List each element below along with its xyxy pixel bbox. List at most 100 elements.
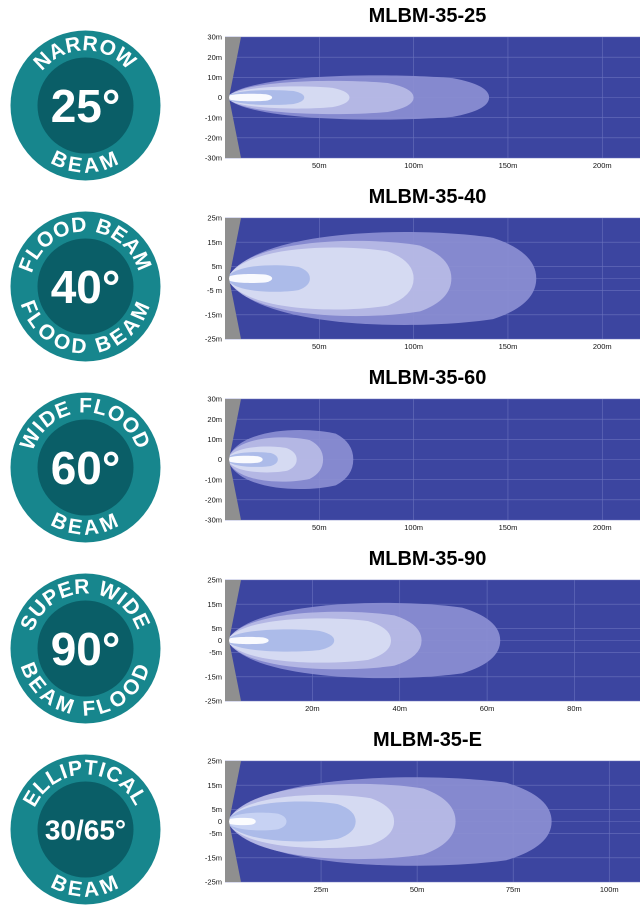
y-tick-label: 0 bbox=[218, 93, 222, 102]
beam-shape bbox=[228, 817, 256, 826]
badge-angle: 30/65° bbox=[45, 815, 126, 846]
x-tick-label: 80m bbox=[567, 704, 582, 713]
y-tick-label: 15m bbox=[207, 600, 222, 609]
lamp-wedge bbox=[225, 399, 241, 520]
chart-svg: 30m 20m 10m 0 -10m -20m -30m 50m 100m 150m 200m bbox=[205, 395, 640, 532]
y-tick-label: 5m bbox=[212, 805, 222, 814]
x-tick-label: 150m bbox=[499, 523, 518, 532]
chart-svg: 25m 15m 5m 0 -5 m -15m -25m 50m 100m 150m 200m bbox=[205, 214, 640, 351]
x-tick-label: 50m bbox=[410, 885, 425, 894]
x-tick-label: 100m bbox=[600, 885, 619, 894]
badge-center bbox=[37, 600, 134, 697]
beam-chart: 25m 15m 5m 0 -5m -15m -25m 25m 50m 75m 100m bbox=[175, 754, 640, 899]
y-tick-label: -30m bbox=[205, 516, 222, 525]
y-tick-label: 20m bbox=[207, 415, 222, 424]
x-tick-label: 50m bbox=[312, 161, 327, 170]
beam-badge: WIDE FLOOD BEAM 60° bbox=[9, 391, 162, 544]
x-tick-label: 150m bbox=[499, 161, 518, 170]
beam-shape bbox=[228, 801, 356, 842]
y-tick-label: -10m bbox=[205, 113, 222, 122]
lamp-wedge bbox=[225, 218, 241, 339]
y-tick-label: 0 bbox=[218, 636, 222, 645]
beam-shape bbox=[228, 274, 273, 283]
y-tick-label: -5m bbox=[209, 829, 222, 838]
y-tick-label: 10m bbox=[207, 435, 222, 444]
lamp-wedge bbox=[225, 37, 241, 158]
y-tick-label: 0 bbox=[218, 274, 222, 283]
x-tick-label: 100m bbox=[404, 523, 423, 532]
beam-shape bbox=[228, 93, 273, 102]
chart-title: MLBM-35-E bbox=[373, 729, 482, 751]
y-tick-label: 10m bbox=[207, 73, 222, 82]
beam-shape bbox=[228, 455, 263, 464]
y-tick-label: -5m bbox=[209, 648, 222, 657]
chart-title: MLBM-35-25 bbox=[368, 5, 487, 27]
y-tick-label: 25m bbox=[207, 214, 222, 223]
chart-svg: 25m 15m 5m 0 -5m -15m -25m 20m 40m 60m 80m bbox=[205, 576, 640, 713]
x-tick-label: 200m bbox=[593, 342, 612, 351]
badge-angle: 25° bbox=[51, 80, 121, 132]
y-tick-label: 15m bbox=[207, 238, 222, 247]
x-tick-label: 100m bbox=[404, 342, 423, 351]
beam-chart: 25m 15m 5m 0 -5 m -15m -25m 50m 100m 150m 200m bbox=[175, 211, 640, 356]
x-tick-label: 50m bbox=[312, 523, 327, 532]
y-tick-label: 25m bbox=[207, 576, 222, 585]
y-tick-label: -10m bbox=[205, 475, 222, 484]
lamp-wedge bbox=[225, 580, 241, 701]
lamp-wedge bbox=[225, 761, 241, 882]
product-row: WIDE FLOOD BEAM 60° MLBM-35-60 30m 20m 10m 0 -… bbox=[0, 367, 643, 543]
y-tick-label: -25m bbox=[205, 335, 222, 344]
beam-shape bbox=[228, 636, 269, 645]
y-tick-label: -15m bbox=[205, 310, 222, 319]
x-tick-label: 25m bbox=[314, 885, 329, 894]
badge-angle: 90° bbox=[51, 623, 121, 675]
product-row: NARROW BEAM 25° MLBM-35-25 30m 20m 10m 0 -10m -… bbox=[0, 5, 643, 181]
x-tick-label: 40m bbox=[392, 704, 407, 713]
y-tick-label: -5 m bbox=[207, 286, 222, 295]
y-tick-label: -15m bbox=[205, 853, 222, 862]
beam-shape bbox=[228, 247, 414, 310]
y-tick-label: 25m bbox=[207, 757, 222, 766]
y-tick-label: 30m bbox=[207, 33, 222, 42]
beam-chart: 25m 15m 5m 0 -5m -15m -25m 20m 40m 60m 80m bbox=[175, 573, 640, 718]
product-row: ELLIPTICAL BEAM 30/65° MLBM-35-E 25m 15m 5m 0… bbox=[0, 729, 643, 905]
y-tick-label: 15m bbox=[207, 781, 222, 790]
beam-badge: SUPER WIDE BEAM FLOOD 90° bbox=[9, 572, 162, 725]
x-tick-label: 200m bbox=[593, 523, 612, 532]
chart-title: MLBM-35-40 bbox=[368, 186, 487, 208]
y-tick-label: 30m bbox=[207, 395, 222, 404]
y-tick-label: -25m bbox=[205, 697, 222, 706]
x-tick-label: 100m bbox=[404, 161, 423, 170]
beam-badge: ELLIPTICAL BEAM 30/65° bbox=[9, 753, 162, 906]
beam-chart: 30m 20m 10m 0 -10m -20m -30m 50m 100m 150m 200m bbox=[175, 30, 640, 175]
chart-title: MLBM-35-90 bbox=[368, 548, 487, 570]
badge-angle: 40° bbox=[51, 261, 121, 313]
y-tick-label: 0 bbox=[218, 817, 222, 826]
x-tick-label: 200m bbox=[593, 161, 612, 170]
y-tick-label: -20m bbox=[205, 133, 222, 142]
beam-badge: FLOOD BEAM FLOOD BEAM 40° bbox=[9, 210, 162, 363]
y-tick-label: -20m bbox=[205, 495, 222, 504]
y-tick-label: 20m bbox=[207, 53, 222, 62]
product-row: SUPER WIDE BEAM FLOOD 90° MLBM-35-90 25m 15… bbox=[0, 548, 643, 724]
badge-angle: 60° bbox=[51, 442, 121, 494]
y-tick-label: -30m bbox=[205, 154, 222, 163]
x-tick-label: 50m bbox=[312, 342, 327, 351]
y-tick-label: 0 bbox=[218, 455, 222, 464]
beam-shape bbox=[228, 812, 287, 831]
badge-center bbox=[37, 419, 134, 516]
chart-svg: 30m 20m 10m 0 -10m -20m -30m 50m 100m 150m 200m bbox=[205, 33, 640, 170]
x-tick-label: 20m bbox=[305, 704, 320, 713]
badge-center bbox=[37, 238, 134, 335]
x-tick-label: 75m bbox=[506, 885, 521, 894]
beam-badge: NARROW BEAM 25° bbox=[9, 29, 162, 182]
x-tick-label: 150m bbox=[499, 342, 518, 351]
beam-chart: 30m 20m 10m 0 -10m -20m -30m 50m 100m 150m 200m bbox=[175, 392, 640, 537]
product-row: FLOOD BEAM FLOOD BEAM 40° MLBM-35-40 25m 15… bbox=[0, 186, 643, 362]
